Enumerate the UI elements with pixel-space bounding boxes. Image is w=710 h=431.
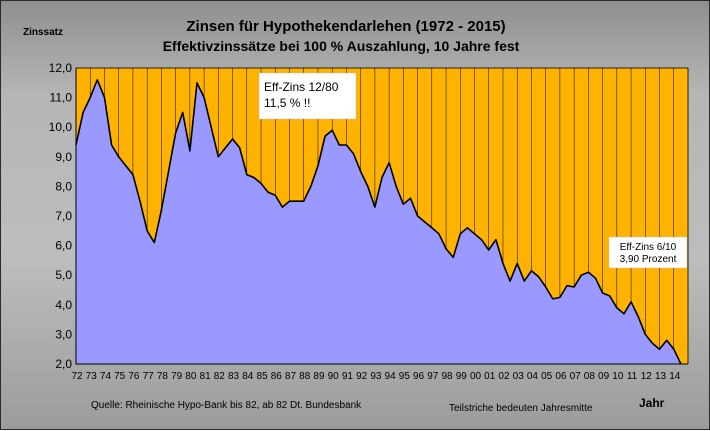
y-tick-label: 7,0 bbox=[55, 209, 72, 223]
x-tick-label: 79 bbox=[171, 371, 183, 382]
y-axis-label: Zinssatz bbox=[23, 27, 63, 38]
x-tick-label: 05 bbox=[541, 371, 553, 382]
x-tick-label: 02 bbox=[498, 371, 510, 382]
plot-border bbox=[75, 67, 689, 365]
interest-rate-area bbox=[76, 79, 681, 365]
y-tick-label: 4,0 bbox=[55, 298, 72, 312]
x-tick-label: 81 bbox=[200, 371, 212, 382]
x-tick-label: 91 bbox=[342, 371, 354, 382]
x-tick-label: 74 bbox=[100, 371, 112, 382]
x-tick-label: 99 bbox=[456, 371, 468, 382]
x-tick-label: 96 bbox=[413, 371, 425, 382]
y-tick-label: 5,0 bbox=[55, 268, 72, 282]
x-tick-label: 07 bbox=[570, 371, 582, 382]
y-tick-label: 11,0 bbox=[50, 91, 73, 105]
x-tick-label: 86 bbox=[271, 371, 283, 382]
y-tick-label: 12,0 bbox=[49, 61, 73, 75]
x-tick-label: 80 bbox=[185, 371, 197, 382]
x-tick-label: 77 bbox=[143, 371, 155, 382]
peak-annotation-line1: Eff-Zins 12/80 bbox=[264, 80, 339, 94]
y-tick-label: 8,0 bbox=[55, 179, 72, 193]
y-tick-labels: 12,0 11,0 10,0 9,0 8,0 7,0 6,0 5,0 4,0 3,0 2,0 bbox=[49, 61, 73, 371]
x-tick-label: 06 bbox=[555, 371, 567, 382]
x-tick-label: 10 bbox=[612, 371, 624, 382]
x-tick-label: 00 bbox=[470, 371, 482, 382]
x-tick-label: 84 bbox=[242, 371, 254, 382]
tick-note: Teilstriche bedeuten Jahresmitte bbox=[449, 403, 593, 414]
x-tick-label: 73 bbox=[86, 371, 98, 382]
x-tick-label: 11 bbox=[627, 371, 638, 382]
x-tick-label: 04 bbox=[527, 371, 539, 382]
x-tick-label: 85 bbox=[256, 371, 268, 382]
y-tick-label: 6,0 bbox=[55, 239, 72, 253]
x-tick-label: 08 bbox=[584, 371, 596, 382]
x-axis-label: Jahr bbox=[639, 396, 665, 410]
source-note: Quelle: Rheinische Hypo-Bank bis 82, ab … bbox=[91, 400, 362, 411]
chart-subtitle: Effektivzinssätze bei 100 % Auszahlung, … bbox=[163, 38, 520, 54]
x-tick-label: 72 bbox=[71, 371, 83, 382]
latest-annotation: Eff-Zins 6/10 3,90 Prozent bbox=[608, 236, 688, 269]
x-tick-label: 98 bbox=[441, 371, 453, 382]
peak-annotation: Eff-Zins 12/80 11,5 % !! bbox=[258, 72, 357, 120]
x-tick-label: 82 bbox=[214, 371, 226, 382]
x-tick-label: 92 bbox=[356, 371, 368, 382]
y-tick-label: 9,0 bbox=[55, 150, 72, 164]
latest-annotation-line2: 3,90 Prozent bbox=[620, 254, 677, 265]
x-tick-label: 76 bbox=[128, 371, 140, 382]
y-tick-label: 3,0 bbox=[55, 327, 72, 341]
x-tick-label: 12 bbox=[641, 371, 653, 382]
x-tick-label: 95 bbox=[399, 371, 411, 382]
y-tick-label: 10,0 bbox=[49, 120, 73, 134]
peak-annotation-box bbox=[258, 72, 357, 120]
interest-rate-line bbox=[75, 79, 682, 365]
x-tick-label: 83 bbox=[228, 371, 240, 382]
x-tick-label: 89 bbox=[313, 371, 325, 382]
x-tick-label: 90 bbox=[328, 371, 340, 382]
x-tick-label: 93 bbox=[370, 371, 382, 382]
latest-annotation-line1: Eff-Zins 6/10 bbox=[620, 242, 677, 253]
x-tick-label: 03 bbox=[513, 371, 525, 382]
x-tick-label: 09 bbox=[598, 371, 610, 382]
x-tick-label: 94 bbox=[385, 371, 397, 382]
x-tick-label: 13 bbox=[655, 371, 667, 382]
y-tick-label: 2,0 bbox=[55, 357, 72, 371]
x-tick-label: 87 bbox=[285, 371, 297, 382]
x-tick-label: 75 bbox=[114, 371, 126, 382]
latest-annotation-box bbox=[608, 236, 688, 269]
x-tick-label: 01 bbox=[484, 371, 496, 382]
chart-title: Zinsen für Hypothekendarlehen (1972 - 20… bbox=[186, 18, 505, 35]
x-tick-labels: 72 73 74 75 76 77 78 79 80 81 82 83 84 85 86 87 88 89 90 91… bbox=[71, 371, 680, 382]
x-tick-label: 88 bbox=[299, 371, 311, 382]
x-tick-label: 97 bbox=[427, 371, 439, 382]
x-tick-label: 78 bbox=[157, 371, 169, 382]
peak-annotation-line2: 11,5 % !! bbox=[264, 96, 310, 110]
x-tick-label: 14 bbox=[669, 371, 681, 382]
